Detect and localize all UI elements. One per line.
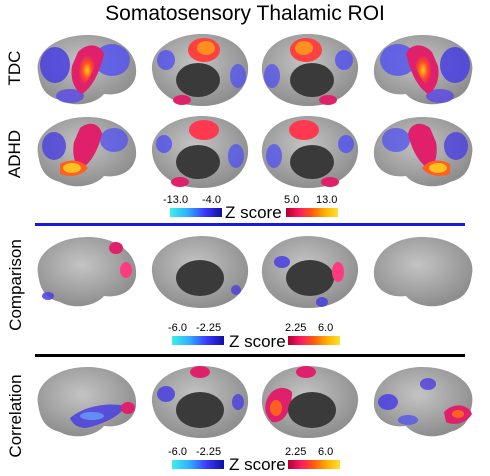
colorbar-2-pos-min: 2.25 xyxy=(285,322,307,334)
brain-tdc-left-lateral xyxy=(30,30,142,112)
figure-title: Somatosensory Thalamic ROI xyxy=(105,2,385,25)
colorbar-3-positive xyxy=(288,460,340,469)
colorbar-3-negative xyxy=(172,460,224,469)
brain-tdc-right-medial xyxy=(256,30,364,112)
colorbar-2-neg-max: -2.25 xyxy=(196,322,222,334)
brain-adhd-left-medial xyxy=(146,112,254,194)
brain-correlation-right-medial xyxy=(256,362,364,444)
colorbar-3-neg-max: -2.25 xyxy=(196,446,222,458)
row-label-adhd: ADHD xyxy=(5,129,24,179)
brain-tdc-left-medial xyxy=(146,30,254,112)
divider-black xyxy=(35,354,465,357)
brain-comparison-right-medial xyxy=(256,232,364,314)
colorbar-2-positive xyxy=(288,336,340,345)
divider-blue xyxy=(35,223,465,226)
row-label-correlation: Correlation xyxy=(6,374,25,458)
colorbar-3-pos-max: 6.0 xyxy=(318,446,334,458)
brain-adhd-left-lateral xyxy=(30,112,142,194)
colorbar-2-neg-min: -6.0 xyxy=(168,322,187,334)
row-label-comparison: Comparison xyxy=(6,239,25,331)
colorbar-1-negative xyxy=(170,208,222,217)
colorbar-1-pos-max: 13.0 xyxy=(316,194,338,206)
colorbar-1-positive xyxy=(286,208,338,217)
row-label-tdc: TDC xyxy=(5,50,24,86)
colorbar-3-pos-min: 2.25 xyxy=(285,446,307,458)
brain-adhd-right-lateral xyxy=(368,112,480,194)
brain-correlation-right-lateral xyxy=(368,362,480,444)
colorbar-1-neg-max: -4.0 xyxy=(202,194,221,206)
colorbar-3-z-label: Z score xyxy=(229,455,286,474)
colorbar-1-neg-min: -13.0 xyxy=(163,194,189,206)
brain-correlation-left-lateral xyxy=(30,362,142,444)
brain-comparison-right-lateral xyxy=(368,232,480,314)
colorbar-1-z-label: Z score xyxy=(225,203,282,222)
colorbar-2-negative xyxy=(172,336,224,345)
brain-correlation-left-medial xyxy=(146,362,254,444)
colorbar-1-pos-min: 5.0 xyxy=(284,194,300,206)
brain-tdc-right-lateral xyxy=(368,30,480,112)
colorbar-3-neg-min: -6.0 xyxy=(168,446,187,458)
colorbar-2-z-label: Z score xyxy=(229,332,286,351)
brain-comparison-left-lateral xyxy=(30,232,142,314)
colorbar-2-pos-max: 6.0 xyxy=(318,322,334,334)
brain-comparison-left-medial xyxy=(146,232,254,314)
brain-adhd-right-medial xyxy=(256,112,364,194)
